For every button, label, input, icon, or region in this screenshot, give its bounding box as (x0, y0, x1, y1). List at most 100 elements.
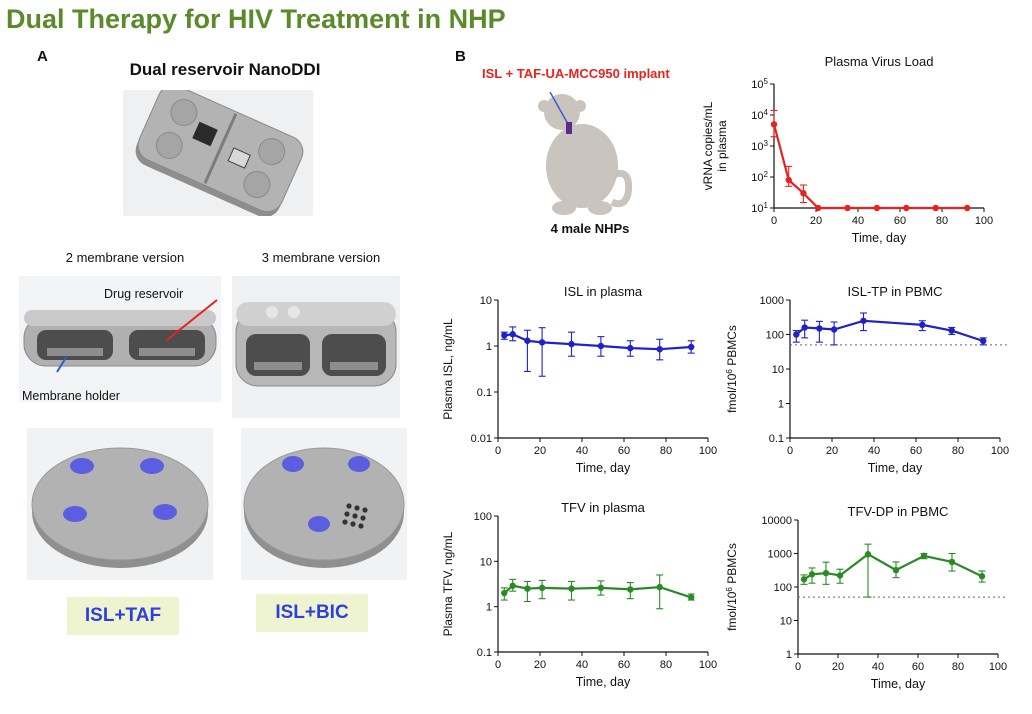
y-tick-label: 0.1 (769, 433, 784, 445)
x-tick-label: 80 (660, 445, 672, 457)
x-tick-label: 80 (952, 661, 964, 673)
data-point (978, 573, 986, 580)
data-point (801, 324, 808, 331)
slide-title: Dual Therapy for HIV Treatment in NHP (6, 4, 506, 34)
chart-title: ISL-TP in PBMC (847, 284, 942, 299)
y-axis-label: vRNA copies/mL (701, 101, 715, 190)
x-tick-label: 100 (699, 659, 717, 671)
data-point (656, 583, 663, 591)
y-tick-label: 1 (778, 399, 784, 411)
x-tick-label: 60 (894, 215, 906, 227)
chart-title: TFV-DP in PBMC (848, 504, 949, 519)
x-tick-label: 40 (576, 659, 588, 671)
data-point (656, 346, 663, 353)
data-point (964, 204, 971, 212)
y-axis-label: in plasma (715, 120, 729, 172)
chart-title: Plasma Virus Load (825, 54, 934, 69)
cross-section-2-membrane (19, 276, 221, 402)
data-point (814, 204, 822, 212)
x-axis-label: Time, day (576, 461, 631, 475)
data-point (948, 558, 956, 566)
data-point (892, 566, 900, 574)
y-tick-label: 100 (774, 582, 792, 594)
y-axis-label: Plasma TFV, ng/mL (441, 531, 455, 636)
x-tick-label: 20 (534, 659, 546, 671)
subjects-label: 4 male NHPs (550, 221, 630, 236)
data-point (836, 572, 844, 579)
data-point (932, 204, 939, 212)
y-tick-label: 10 (480, 295, 492, 307)
chart-tfv-dp-in-pbmc: TFV-DP in PBMC 0 20 40 60 80 100 1 10 100 1000 1000… (725, 504, 1008, 691)
data-point (800, 576, 808, 583)
x-tick-label: 100 (699, 445, 717, 457)
x-tick-label: 80 (952, 445, 964, 457)
data-point (568, 585, 575, 592)
data-point (980, 337, 987, 345)
x-tick-label: 60 (618, 445, 630, 457)
data-point (509, 582, 516, 589)
version-3-label: 3 membrane version (261, 250, 381, 265)
x-tick-label: 0 (495, 659, 501, 671)
data-point (903, 204, 910, 212)
implant-label: ISL + TAF-UA-MCC950 implant (482, 66, 670, 81)
data-point (627, 344, 634, 352)
cross-section-3-membrane (232, 276, 400, 418)
x-tick-label: 40 (868, 445, 880, 457)
data-point (919, 321, 926, 329)
x-tick-label: 60 (912, 661, 924, 673)
x-tick-label: 20 (826, 445, 838, 457)
device-bic-photo (241, 428, 407, 580)
x-axis-label: Time, day (852, 231, 907, 245)
x-tick-label: 0 (787, 445, 793, 457)
x-axis-label: Time, day (871, 677, 926, 691)
x-tick-label: 60 (910, 445, 922, 457)
badge-isl-taf: ISL+TAF (67, 597, 179, 635)
device-bic-illustration (243, 447, 405, 568)
data-point (568, 340, 575, 348)
x-tick-label: 100 (975, 215, 993, 227)
y-tick-label: 105 (751, 77, 768, 92)
data-point (597, 342, 605, 350)
y-tick-label: 1 (786, 649, 792, 661)
data-point (948, 327, 955, 334)
device-taf-photo (27, 428, 213, 580)
y-tick-label: 100 (766, 330, 784, 342)
x-tick-label: 20 (810, 215, 822, 227)
panel-b-letter: B (455, 48, 466, 65)
x-axis-label: Time, day (576, 675, 631, 689)
x-tick-label: 40 (852, 215, 864, 227)
y-tick-label: 100 (474, 511, 492, 523)
data-point (844, 204, 851, 212)
y-tick-label: 0.1 (477, 387, 492, 399)
x-tick-label: 40 (576, 445, 588, 457)
cross-section-2-illustration (23, 299, 218, 373)
badge-isl-bic: ISL+BIC (256, 594, 368, 632)
x-tick-label: 0 (495, 445, 501, 457)
data-point (808, 571, 816, 578)
data-point (860, 317, 867, 324)
data-point (770, 121, 778, 128)
x-axis-label: Time, day (868, 461, 923, 475)
chart-isl-in-plasma: ISL in plasma 0 20 40 60 80 100 0.01 0.1 1 10 Time,… (441, 284, 717, 475)
data-point (627, 586, 634, 593)
x-tick-label: 100 (991, 445, 1009, 457)
data-point (920, 552, 928, 560)
monkey-illustration (538, 91, 633, 215)
data-point (538, 339, 546, 346)
series-line (795, 319, 984, 343)
data-point (524, 337, 531, 344)
y-tick-label: 103 (751, 139, 768, 154)
y-tick-label: 10 (480, 556, 492, 568)
membrane-holder-label: Membrane holder (22, 389, 120, 403)
data-point (800, 190, 807, 197)
x-tick-label: 20 (832, 661, 844, 673)
cross-section-3-illustration (235, 302, 397, 387)
y-tick-label: 102 (751, 170, 768, 185)
device-top-illustration (135, 84, 304, 218)
y-axis-label: fmol/106 PBMCs (725, 325, 740, 413)
y-tick-label: 101 (751, 201, 768, 216)
y-tick-label: 10000 (761, 515, 792, 527)
data-point (688, 594, 695, 601)
x-tick-label: 0 (795, 661, 801, 673)
panel-a-heading: Dual reservoir NanoDDI (129, 60, 321, 79)
